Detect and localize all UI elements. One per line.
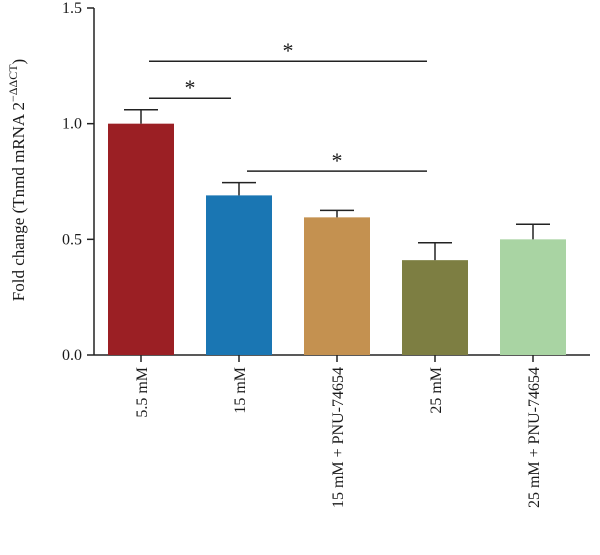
error-bar xyxy=(516,223,550,240)
x-tick-label: 25 mM + PNU-74654 xyxy=(526,367,543,508)
x-axis: 5.5 mM 15 mM 15 mM + PNU-74654 25 mM 25 mM +… xyxy=(94,354,590,508)
error-bar xyxy=(320,209,354,218)
y-axis-label-close: ) xyxy=(9,59,28,65)
x-tick-label: 5.5 mM xyxy=(134,367,151,418)
y-tick-label: 1.5 xyxy=(62,0,82,17)
bar xyxy=(402,260,468,355)
x-tick-label: 15 mM + PNU-74654 xyxy=(330,367,347,508)
y-axis: 0.0 0.5 1.0 1.5 xyxy=(62,0,95,364)
bar xyxy=(500,239,566,355)
x-tick-label: 25 mM xyxy=(428,367,445,414)
bar xyxy=(108,123,174,356)
significance-bracket: * xyxy=(247,148,427,173)
y-tick-label: 0.0 xyxy=(62,347,82,364)
significance-brackets: * * * xyxy=(149,38,427,173)
significance-bracket: * xyxy=(149,38,427,63)
bar xyxy=(304,217,370,355)
x-tick-label: 15 mM xyxy=(232,367,249,414)
significance-bracket: * xyxy=(149,75,231,100)
y-tick-label: 1.0 xyxy=(62,116,82,133)
error-bar xyxy=(222,181,256,196)
error-bar xyxy=(124,109,158,124)
significance-star: * xyxy=(283,38,294,63)
significance-star: * xyxy=(332,148,343,173)
significance-star: * xyxy=(185,75,196,100)
y-tick-label: 0.5 xyxy=(62,231,82,248)
y-axis-label-superscript: −ΔΔCT xyxy=(6,64,20,102)
error-bar xyxy=(418,242,452,261)
y-axis-label: Fold change (Tnmd mRNA 2−ΔΔCT) xyxy=(6,59,28,301)
bar xyxy=(206,195,272,355)
y-axis-label-main: Fold change (Tnmd mRNA 2 xyxy=(9,102,28,301)
error-bars xyxy=(124,109,550,261)
bars xyxy=(108,123,566,356)
